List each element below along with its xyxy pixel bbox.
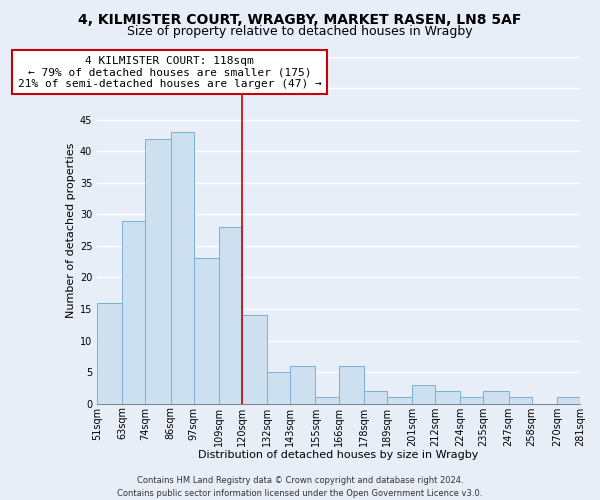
Bar (194, 258, 219, 404)
Bar (364, 391, 387, 404)
Bar (484, 391, 509, 404)
Bar (509, 398, 532, 404)
Y-axis label: Number of detached properties: Number of detached properties (65, 142, 76, 318)
Bar (242, 316, 267, 404)
Text: 4, KILMISTER COURT, WRAGBY, MARKET RASEN, LN8 5AF: 4, KILMISTER COURT, WRAGBY, MARKET RASEN… (79, 12, 521, 26)
Bar (435, 391, 460, 404)
Text: Size of property relative to detached houses in Wragby: Size of property relative to detached ho… (127, 25, 473, 38)
Bar (122, 220, 145, 404)
Text: 4 KILMISTER COURT: 118sqm
← 79% of detached houses are smaller (175)
21% of semi: 4 KILMISTER COURT: 118sqm ← 79% of detac… (17, 56, 322, 89)
Bar (145, 138, 170, 404)
Bar (97, 302, 122, 404)
Bar (460, 398, 484, 404)
Bar (387, 398, 412, 404)
Bar (290, 366, 316, 404)
Bar (267, 372, 290, 404)
Bar (557, 398, 580, 404)
X-axis label: Distribution of detached houses by size in Wragby: Distribution of detached houses by size … (199, 450, 479, 460)
Bar (219, 227, 242, 404)
Bar (338, 366, 364, 404)
Text: Contains HM Land Registry data © Crown copyright and database right 2024.
Contai: Contains HM Land Registry data © Crown c… (118, 476, 482, 498)
Bar (316, 398, 338, 404)
Bar (170, 132, 194, 404)
Bar (412, 384, 435, 404)
